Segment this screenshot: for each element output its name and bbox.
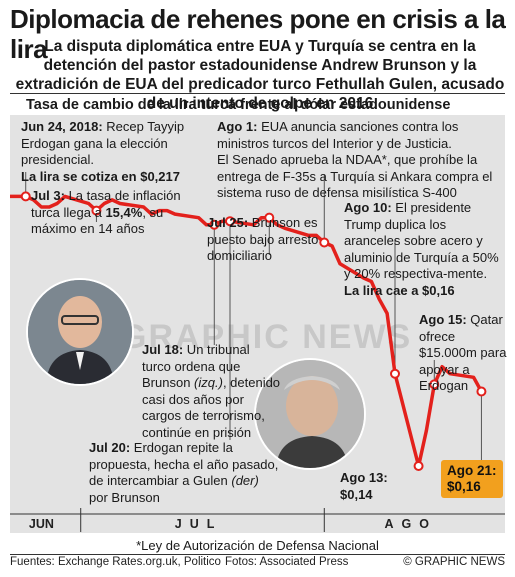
annotation-ago10: Ago 10: El presidente Trump duplica los … — [344, 200, 499, 298]
data-point-marker — [225, 216, 235, 227]
page-title: Diplomacia de rehenes pone en crisis a l… — [10, 4, 506, 64]
data-point-marker — [413, 460, 424, 471]
footnote: *Ley de Autorización de Defensa Nacional — [136, 538, 379, 553]
data-point-marker — [429, 379, 440, 390]
chart-title: Tasa de cambio de la lira turca frente a… — [26, 97, 451, 113]
person-photo-gulen — [254, 358, 366, 470]
data-point-marker — [20, 191, 31, 202]
page-subtitle: La disputa diplomática entre EUA y Turqu… — [15, 38, 505, 112]
annotation-jul18: Jul 18: Un tribunal turco ordena que Bru… — [142, 342, 281, 440]
copyright-credit: © GRAPHIC NEWS — [403, 556, 505, 568]
data-point-marker — [264, 212, 275, 223]
annotation-jul20: Jul 20: Erdogan repite la propuesta, hec… — [89, 440, 279, 505]
person-silhouette-icon — [28, 280, 132, 384]
watermark-text: GRAPHIC NEWS — [120, 318, 413, 356]
annotation-ago15: Ago 15: Qatar ofrece $15.000m para apoya… — [419, 312, 507, 393]
divider — [10, 554, 505, 555]
data-point-marker — [91, 205, 102, 216]
data-point-marker — [390, 368, 400, 379]
x-tick-label: JUL — [175, 517, 223, 531]
x-tick-label: AGO — [384, 517, 436, 531]
annotation-jul25: Jul 25: Brunson es puesto bajo arresto d… — [207, 215, 319, 263]
data-point-marker — [209, 219, 220, 230]
data-point-marker — [476, 386, 487, 397]
photo-credit: Fotos: Associated Press — [225, 556, 349, 568]
annotation-ago13: Ago 13: $0,14 — [340, 470, 388, 502]
source-credit: Fuentes: Exchange Rates.org.uk, Politico — [10, 556, 221, 568]
divider — [10, 93, 505, 94]
series-line-lira — [10, 194, 483, 468]
annotation-jun24: Jun 24, 2018: Recep Tayyip Erdogan gana … — [21, 119, 185, 184]
data-point-marker — [319, 237, 330, 248]
annotation-ago1: Ago 1: EUA anuncia sanciones contra los … — [217, 119, 493, 200]
person-silhouette-icon — [256, 360, 364, 468]
callout-ago21: Ago 21: $0,16 — [441, 460, 503, 498]
annotation-jul3: Jul 3: La tasa de inflación turca llega … — [31, 188, 181, 236]
x-tick-label: JUN — [29, 517, 54, 531]
person-photo-brunson — [26, 278, 134, 386]
